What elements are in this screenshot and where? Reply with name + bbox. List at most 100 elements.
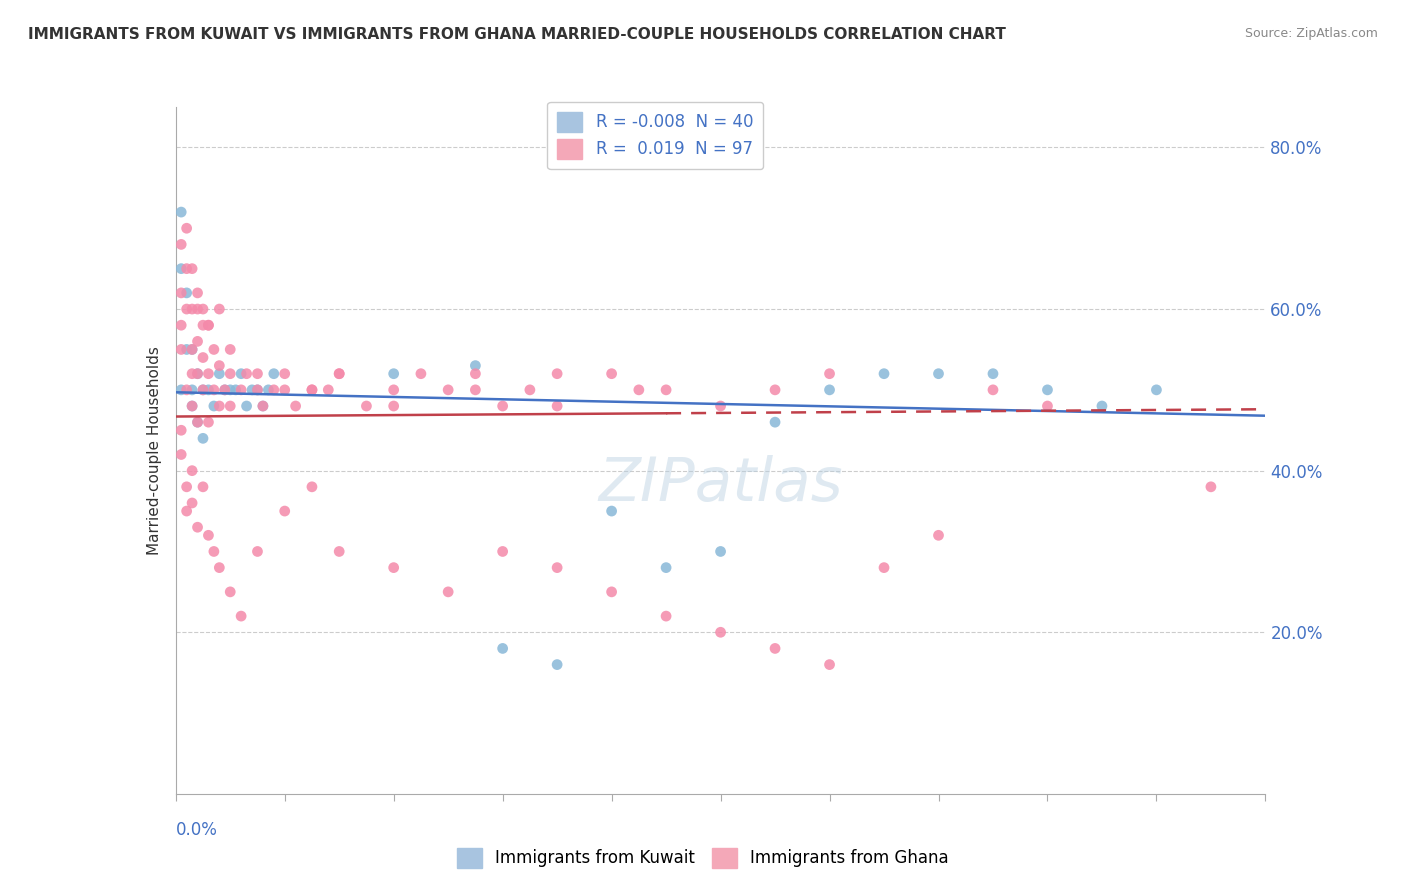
Point xyxy=(1036,399,1059,413)
Legend: Immigrants from Kuwait, Immigrants from Ghana: Immigrants from Kuwait, Immigrants from … xyxy=(450,841,956,875)
Point xyxy=(382,367,405,381)
Point xyxy=(263,383,285,397)
Point xyxy=(818,367,841,381)
Point xyxy=(519,383,541,397)
Point xyxy=(208,399,231,413)
Point xyxy=(1199,480,1222,494)
Point xyxy=(763,415,786,429)
Point xyxy=(176,343,198,357)
Point xyxy=(197,528,219,542)
Point xyxy=(356,399,378,413)
Point xyxy=(274,504,297,518)
Point xyxy=(464,367,486,381)
Point xyxy=(257,383,280,397)
Point xyxy=(202,399,225,413)
Point xyxy=(710,544,733,558)
Point xyxy=(928,367,950,381)
Point xyxy=(197,415,219,429)
Point xyxy=(214,383,236,397)
Point xyxy=(464,359,486,373)
Point xyxy=(600,367,623,381)
Point xyxy=(546,399,568,413)
Text: Source: ZipAtlas.com: Source: ZipAtlas.com xyxy=(1244,27,1378,40)
Point xyxy=(409,367,432,381)
Point xyxy=(208,301,231,316)
Point xyxy=(176,504,198,518)
Point xyxy=(1036,383,1059,397)
Point xyxy=(191,318,214,333)
Point xyxy=(655,383,678,397)
Point xyxy=(219,367,242,381)
Point xyxy=(170,448,193,462)
Point xyxy=(318,383,340,397)
Point xyxy=(231,367,253,381)
Point xyxy=(197,367,219,381)
Point xyxy=(176,301,198,316)
Text: ZIPatlas: ZIPatlas xyxy=(599,455,842,515)
Point xyxy=(197,383,219,397)
Point xyxy=(246,383,269,397)
Point xyxy=(170,285,193,300)
Point xyxy=(181,343,204,357)
Point xyxy=(208,367,231,381)
Point xyxy=(464,383,486,397)
Point xyxy=(246,544,269,558)
Point xyxy=(252,399,274,413)
Point xyxy=(437,585,460,599)
Point xyxy=(818,657,841,672)
Point xyxy=(274,383,297,397)
Point xyxy=(197,318,219,333)
Point xyxy=(301,383,323,397)
Point xyxy=(873,367,896,381)
Point xyxy=(1144,383,1167,397)
Point xyxy=(170,383,193,397)
Point xyxy=(186,334,209,349)
Point xyxy=(301,383,323,397)
Point xyxy=(186,415,209,429)
Point xyxy=(208,560,231,574)
Point xyxy=(328,544,350,558)
Point xyxy=(284,399,307,413)
Point xyxy=(235,399,257,413)
Point xyxy=(301,480,323,494)
Point xyxy=(873,560,896,574)
Point xyxy=(225,383,247,397)
Point xyxy=(1091,399,1114,413)
Point xyxy=(170,237,193,252)
Point xyxy=(176,480,198,494)
Point xyxy=(981,367,1004,381)
Point xyxy=(600,504,623,518)
Point xyxy=(191,383,214,397)
Point xyxy=(818,383,841,397)
Point xyxy=(246,383,269,397)
Point xyxy=(176,285,198,300)
Point xyxy=(186,367,209,381)
Point xyxy=(191,480,214,494)
Point xyxy=(214,383,236,397)
Point xyxy=(170,318,193,333)
Point xyxy=(176,261,198,276)
Point xyxy=(240,383,263,397)
Point xyxy=(186,520,209,534)
Point xyxy=(181,383,204,397)
Point xyxy=(492,544,515,558)
Point xyxy=(235,367,257,381)
Point xyxy=(191,351,214,365)
Point xyxy=(328,367,350,381)
Point xyxy=(546,560,568,574)
Point xyxy=(252,399,274,413)
Point xyxy=(208,359,231,373)
Point xyxy=(655,560,678,574)
Point xyxy=(382,383,405,397)
Point xyxy=(186,301,209,316)
Point xyxy=(382,560,405,574)
Point xyxy=(191,383,214,397)
Point xyxy=(546,657,568,672)
Point xyxy=(274,367,297,381)
Point xyxy=(382,399,405,413)
Point xyxy=(176,383,198,397)
Point xyxy=(186,285,209,300)
Point xyxy=(197,318,219,333)
Point xyxy=(191,301,214,316)
Point xyxy=(181,464,204,478)
